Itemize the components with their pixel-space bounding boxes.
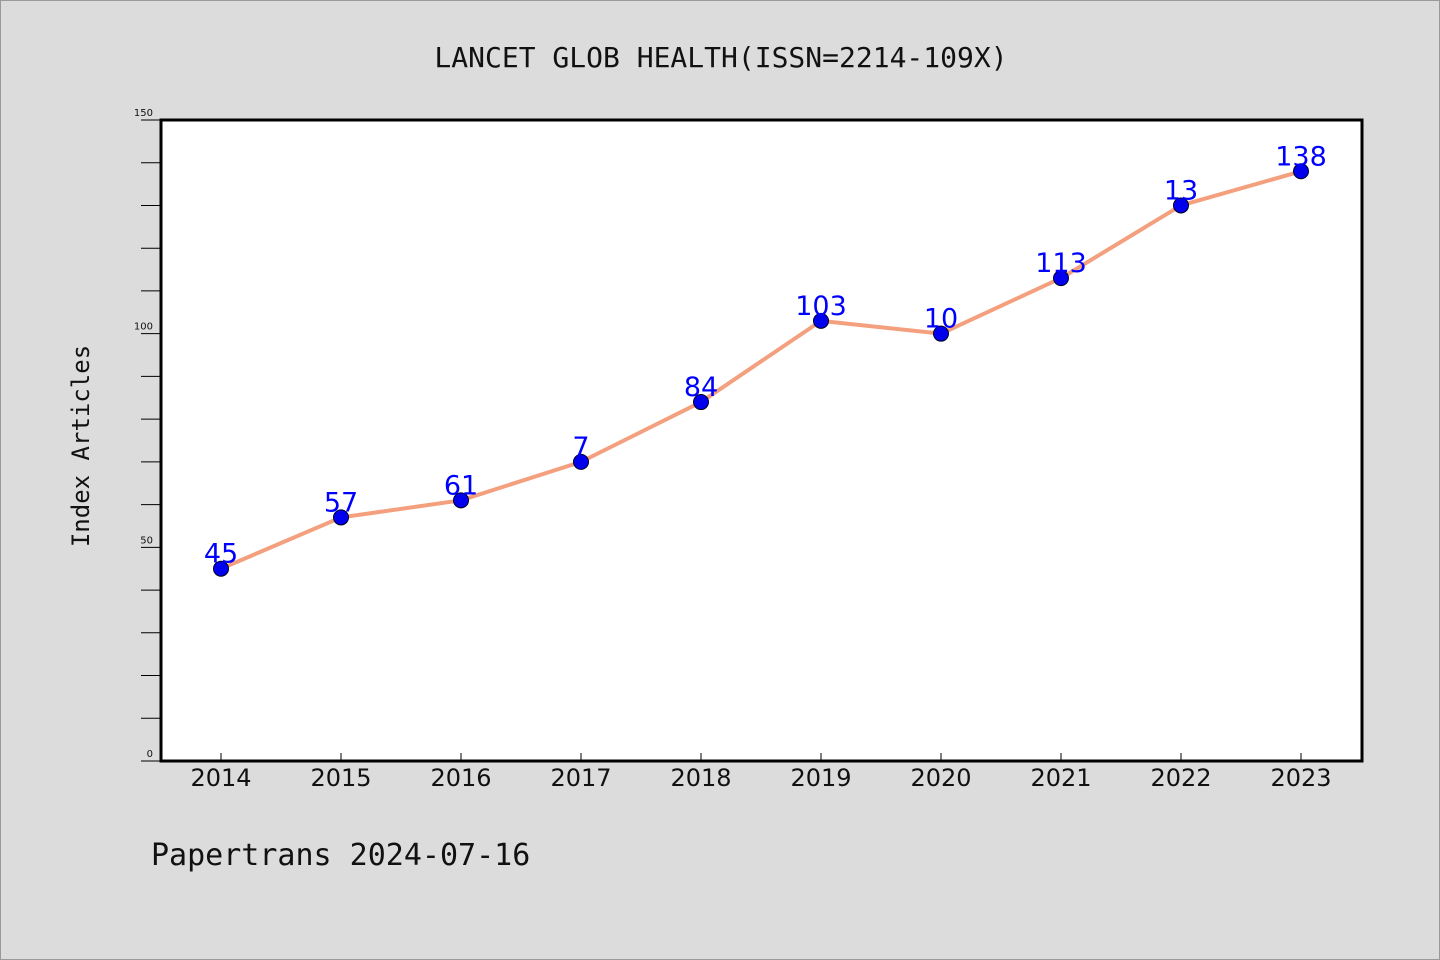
- x-tick-labels: 2014 2015 2016 2017 2018 2019 2020 2021 2022 2023: [190, 764, 1331, 792]
- x-tick-label: 2020: [910, 764, 971, 792]
- x-tick-label: 2017: [550, 764, 611, 792]
- series-line: [220, 169, 1302, 571]
- y-tick-label: 0: [147, 749, 153, 760]
- x-tick-label: 2022: [1150, 764, 1211, 792]
- y-tick-label: 150: [134, 108, 153, 119]
- data-point: [1293, 163, 1309, 180]
- x-tick-label: 2014: [190, 764, 251, 792]
- x-tick-label: 2021: [1030, 764, 1091, 792]
- data-label: 13: [1164, 175, 1198, 206]
- y-axis-label: Index Articles: [67, 345, 95, 547]
- data-label: 10: [924, 304, 958, 335]
- y-tick-labels: 0 50 100 150: [134, 108, 153, 760]
- data-label: 84: [684, 372, 718, 403]
- y-tick-label: 50: [140, 535, 153, 546]
- data-label: 103: [795, 291, 847, 322]
- y-tick-label: 100: [134, 322, 153, 333]
- data-point: [1053, 270, 1069, 287]
- data-label: 45: [204, 539, 238, 570]
- footer-credit: Papertrans 2024-07-16: [151, 838, 530, 873]
- data-label: 57: [324, 487, 358, 518]
- x-tick-label: 2015: [310, 764, 371, 792]
- data-point: [453, 492, 469, 509]
- plot-area: [159, 118, 1364, 763]
- data-label: 61: [444, 470, 478, 501]
- data-point: [1173, 197, 1189, 214]
- data-point: [693, 394, 709, 411]
- x-tick-label: 2023: [1270, 764, 1331, 792]
- data-point: [573, 453, 589, 470]
- x-tick-label: 2016: [430, 764, 491, 792]
- chart-title: LANCET GLOB HEALTH(ISSN=2214-109X): [434, 41, 1007, 74]
- data-point: [933, 325, 949, 342]
- data-point: [333, 509, 349, 526]
- data-point: [213, 560, 229, 577]
- data-labels: 45 57 61 7 84 103 10 113 13 138: [204, 141, 1327, 569]
- data-markers: [213, 163, 1309, 577]
- data-label: 138: [1275, 141, 1327, 172]
- x-tick-label: 2019: [790, 764, 851, 792]
- data-label: 113: [1035, 248, 1087, 279]
- data-label: 7: [572, 432, 589, 463]
- axis-ticks: [141, 119, 1302, 762]
- x-tick-label: 2018: [670, 764, 731, 792]
- data-point: [813, 312, 829, 329]
